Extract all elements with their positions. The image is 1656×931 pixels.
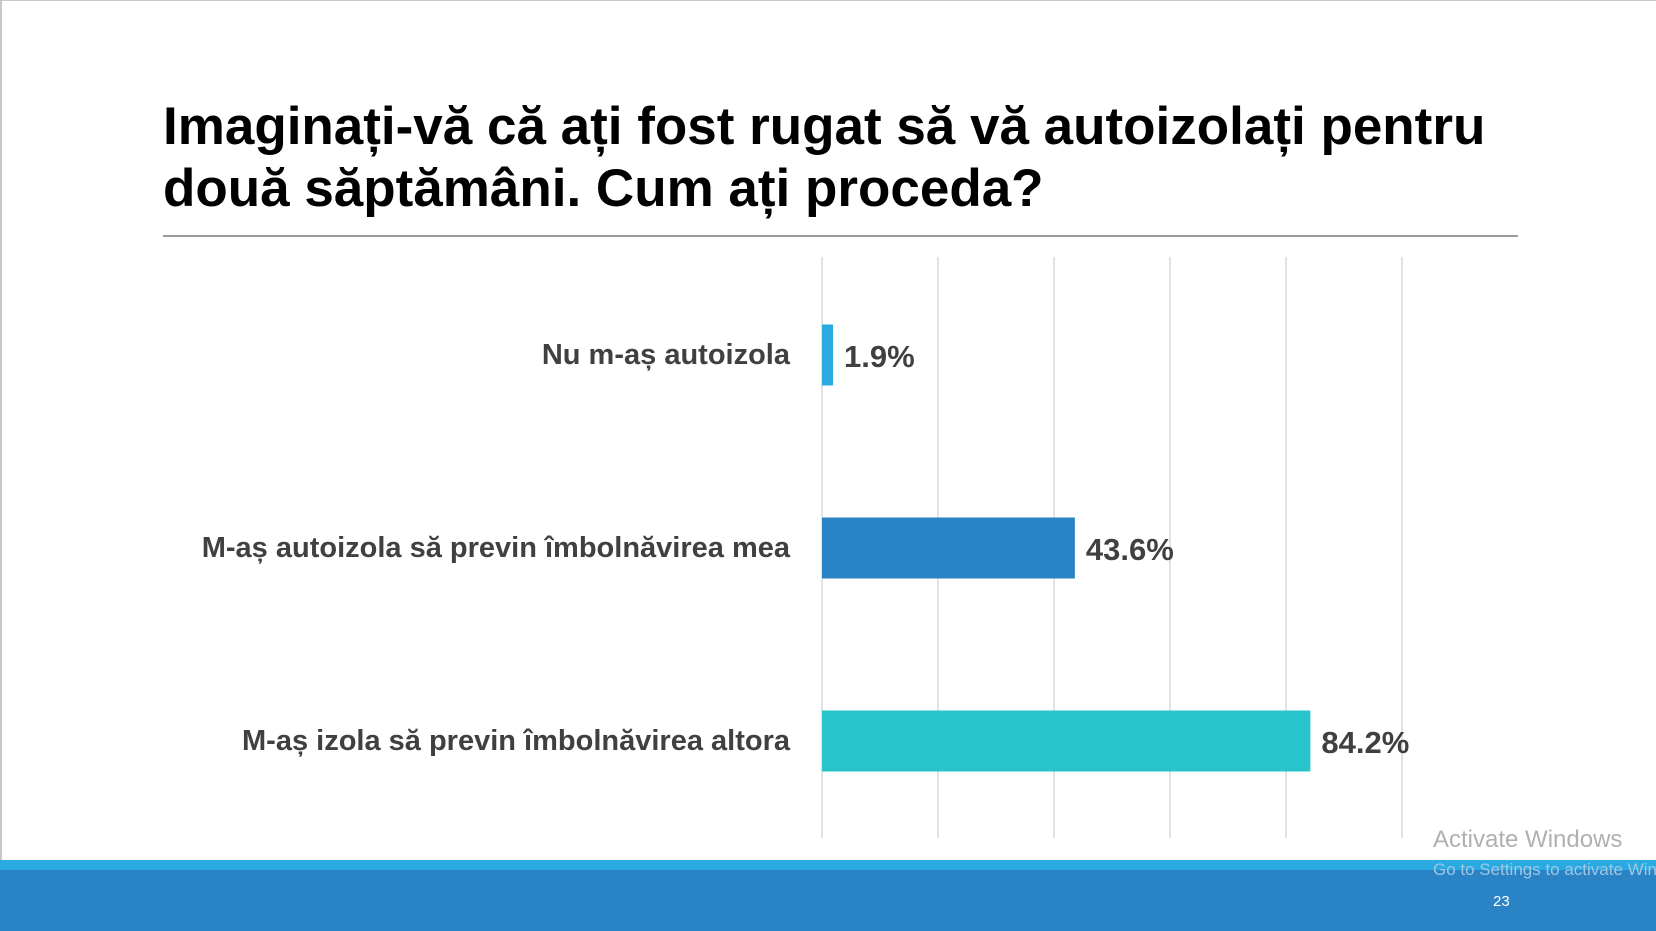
activation-watermark-title: Activate Windows — [1433, 826, 1623, 853]
data-label: 1.9% — [844, 339, 915, 374]
footer-stripe — [0, 860, 1656, 870]
bar-3 — [822, 710, 1311, 772]
page-number: 23 — [1493, 893, 1510, 910]
slide-top-border — [0, 0, 1656, 1]
category-label: Nu m-aș autoizola — [541, 339, 790, 371]
data-label: 43.6% — [1085, 532, 1174, 567]
footer-bar — [0, 870, 1656, 931]
bar-1 — [822, 324, 834, 386]
slide-left-border — [0, 0, 2, 860]
title-divider — [163, 235, 1518, 237]
data-label: 84.2% — [1321, 725, 1410, 760]
activation-watermark-subtitle: Go to Settings to activate Windows. — [1433, 860, 1656, 879]
bar-2 — [822, 517, 1075, 579]
category-label: M-aș autoizola să previn îmbolnăvirea me… — [201, 532, 790, 564]
category-label: M-aș izola să previn îmbolnăvirea altora — [242, 725, 790, 757]
slide-title: Imaginați-vă că ați fost rugat să vă aut… — [163, 97, 1486, 218]
